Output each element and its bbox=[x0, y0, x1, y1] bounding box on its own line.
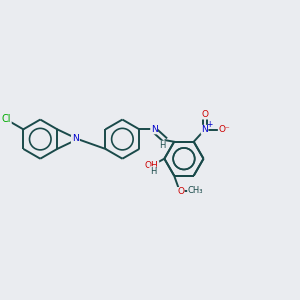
Text: CH₃: CH₃ bbox=[188, 186, 203, 195]
Text: H: H bbox=[150, 167, 156, 176]
Text: O: O bbox=[71, 135, 78, 144]
Text: OH: OH bbox=[145, 161, 159, 170]
Text: O⁻: O⁻ bbox=[218, 125, 230, 134]
Text: N: N bbox=[151, 125, 158, 134]
Text: O: O bbox=[177, 188, 184, 196]
Text: H: H bbox=[159, 141, 165, 150]
Text: O: O bbox=[201, 110, 208, 119]
Text: Cl: Cl bbox=[2, 114, 11, 124]
Text: N: N bbox=[73, 134, 80, 143]
Text: +: + bbox=[206, 120, 212, 129]
Text: N: N bbox=[201, 125, 208, 134]
